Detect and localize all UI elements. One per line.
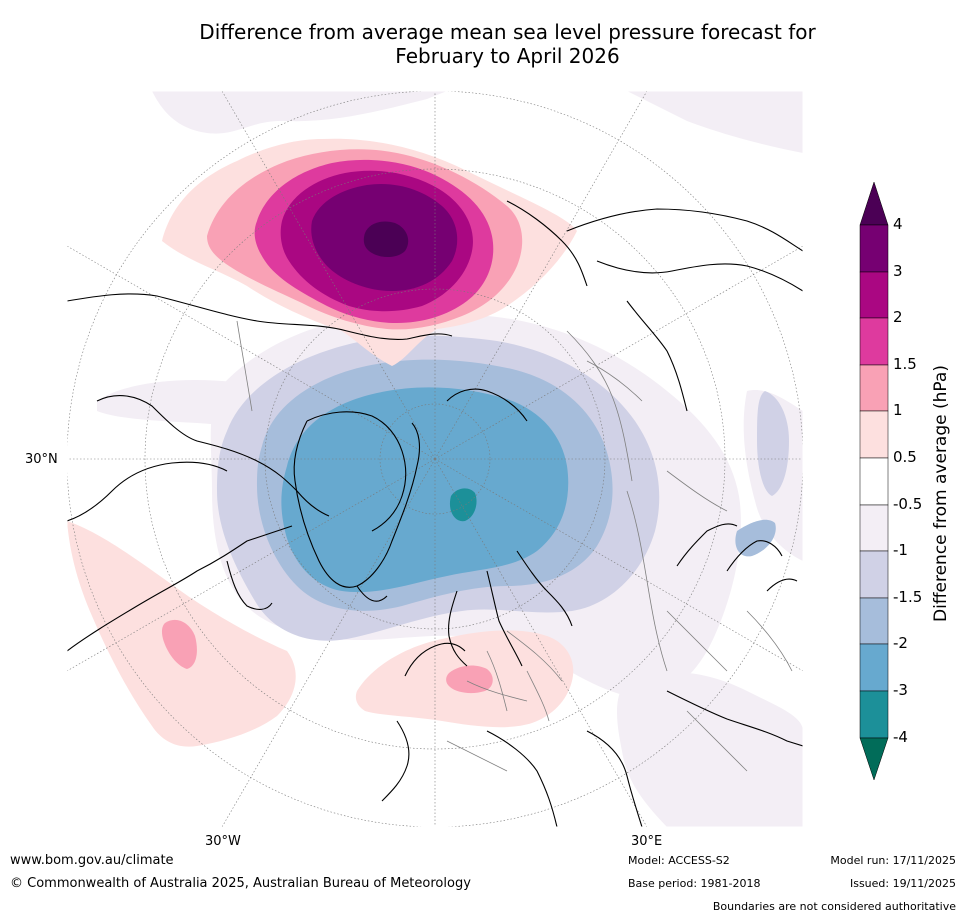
- positive-anomaly-atlantic: [67, 521, 296, 747]
- colorbar-tick-label: 4: [893, 215, 903, 233]
- lon-label-30e: 30°E: [631, 834, 663, 849]
- footer-issued: Issued: 19/11/2025: [849, 877, 956, 890]
- negative-anomaly-2-to-3: [281, 387, 569, 593]
- footer-model: Model: ACCESS-S2: [628, 854, 730, 867]
- colorbar-bin-neg-1p5-to-2: [859, 597, 889, 645]
- footer-copyright: © Commonwealth of Australia 2025, Austra…: [10, 876, 471, 891]
- coastlines: [67, 200, 803, 827]
- colorbar-tick-label: -4: [893, 728, 908, 746]
- footer-website[interactable]: www.bom.gov.au/climate: [10, 853, 174, 868]
- colorbar-tick-label: -3: [893, 681, 908, 699]
- colorbar-bin-neutral: [859, 457, 889, 506]
- colorbar: 4 3 2 1.5 1 0.5 -0.5 -1 -1.5 -2 -3 -4: [850, 180, 965, 790]
- anomaly-map[interactable]: [67, 91, 803, 827]
- colorbar-bin-neg-1-to-1p5: [859, 550, 889, 599]
- colorbar-tick-label: 1.5: [893, 355, 917, 373]
- colorbar-bin-over-4: [859, 181, 889, 226]
- lat-label-30n: 30°N: [25, 452, 58, 467]
- colorbar-bin-2-to-3: [859, 271, 889, 319]
- colorbar-tick-label: -2: [893, 634, 908, 652]
- positive-anomaly-europe: [355, 630, 574, 728]
- colorbar-bin-1p5-to-2: [859, 317, 889, 366]
- map-title: Difference from average mean sea level p…: [0, 20, 965, 68]
- footer-disclaimer: Boundaries are not considered authoritat…: [712, 900, 956, 913]
- graticule: [67, 91, 803, 827]
- colorbar-bin-0p5-to-1: [859, 410, 889, 459]
- colorbar-tick-label: 0.5: [893, 448, 917, 466]
- colorbar-tick-label: -0.5: [893, 495, 923, 513]
- colorbar-tick-label: 2: [893, 308, 903, 326]
- colorbar-bin-neg-2-to-3: [859, 643, 889, 692]
- colorbar-title: Difference from average (hPa): [931, 365, 951, 622]
- footer-base-period: Base period: 1981-2018: [628, 877, 761, 890]
- country-borders: [236, 320, 793, 772]
- colorbar-tick-label: 1: [893, 401, 903, 419]
- weak-positive-anomaly-asia: [686, 732, 803, 791]
- colorbar-tick-label: 3: [893, 262, 903, 280]
- colorbar-bin-1-to-1p5: [859, 364, 889, 412]
- footer-model-run: Model run: 17/11/2025: [830, 854, 956, 867]
- positive-anomaly-north-pacific: [162, 138, 577, 366]
- colorbar-bin-neg-3-to-4: [859, 690, 889, 739]
- colorbar-swatches: [859, 181, 889, 781]
- colorbar-bin-neg-0p5-to-1: [859, 504, 889, 552]
- map-title-line-1: Difference from average mean sea level p…: [199, 20, 816, 44]
- colorbar-tick-label: -1.5: [893, 588, 923, 606]
- colorbar-bin-under-neg-4: [859, 737, 889, 781]
- colorbar-bin-3-to-4: [859, 224, 889, 273]
- map-title-line-2: February to April 2026: [395, 44, 620, 68]
- lon-label-30w: 30°W: [205, 834, 241, 849]
- colorbar-tick-label: -1: [893, 541, 908, 559]
